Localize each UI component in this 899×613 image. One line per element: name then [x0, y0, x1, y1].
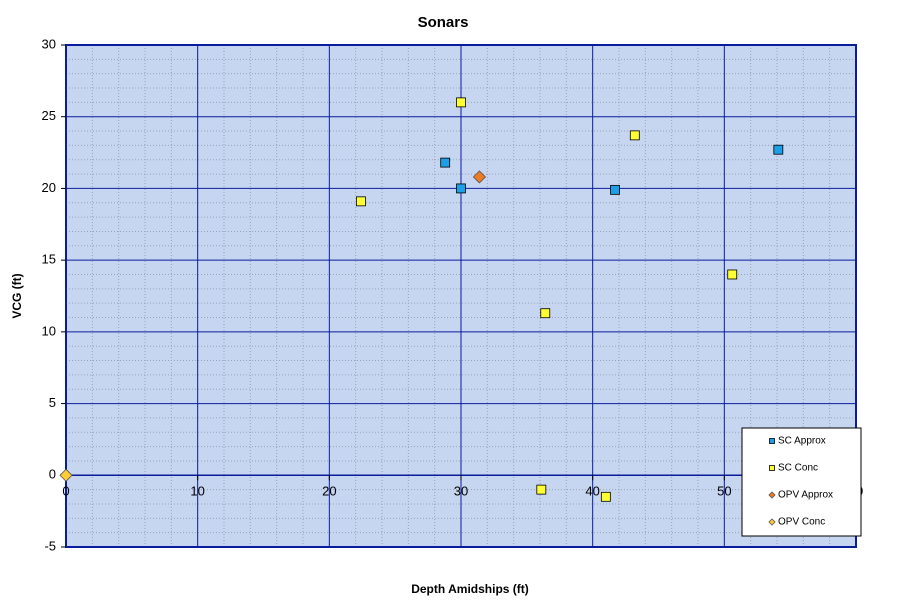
data-point [540, 308, 551, 319]
y-axis-title: VCG (ft) [10, 273, 24, 318]
y-tick-label: 0 [49, 467, 56, 482]
data-point [472, 170, 486, 184]
data-point [536, 484, 547, 495]
legend [741, 427, 862, 537]
y-tick-label: 10 [42, 323, 56, 338]
x-tick-label: 20 [322, 484, 336, 499]
chart-title: Sonars [418, 14, 469, 31]
data-point [456, 97, 466, 108]
data-point [629, 130, 640, 141]
data-point [456, 183, 466, 194]
data-point [773, 144, 784, 155]
y-tick-label: -5 [44, 538, 56, 553]
data-point [610, 184, 620, 195]
y-tick-label: 15 [42, 252, 56, 267]
y-tick-label: 30 [42, 36, 56, 51]
legend-label: SC Conc [778, 463, 818, 474]
legend-label: SC Approx [778, 436, 826, 447]
data-point [600, 491, 611, 502]
legend-label: OPV Conc [778, 517, 825, 528]
plot-border [65, 44, 857, 548]
data-point [727, 269, 738, 280]
legend-marker [768, 518, 776, 526]
y-tick-label: 5 [49, 395, 56, 410]
y-tick-label: 25 [42, 108, 56, 123]
x-tick-label: 40 [585, 484, 599, 499]
x-axis-title: Depth Amidships (ft) [411, 582, 529, 596]
data-point [59, 468, 73, 482]
x-tick-label: 10 [190, 484, 204, 499]
legend-marker [768, 491, 776, 499]
x-tick-label: 50 [717, 484, 731, 499]
x-tick-label: 0 [62, 484, 69, 499]
data-point [440, 157, 451, 168]
y-tick-label: 20 [42, 180, 56, 195]
legend-marker [769, 438, 775, 444]
x-tick-label: 30 [454, 484, 468, 499]
data-point [356, 196, 366, 207]
legend-label: OPV Approx [778, 490, 833, 501]
legend-marker [769, 465, 775, 471]
